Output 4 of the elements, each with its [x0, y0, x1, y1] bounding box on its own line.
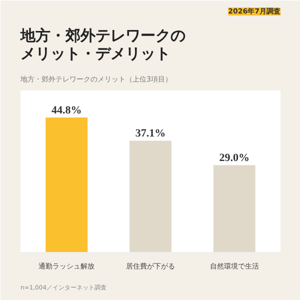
data-label: 44.8%	[52, 104, 82, 116]
data-label: 29.0%	[219, 152, 250, 164]
chart-title: 地方・郊外テレワークのメリット・デメリット	[20, 26, 186, 62]
data-label: 37.1%	[135, 128, 166, 140]
